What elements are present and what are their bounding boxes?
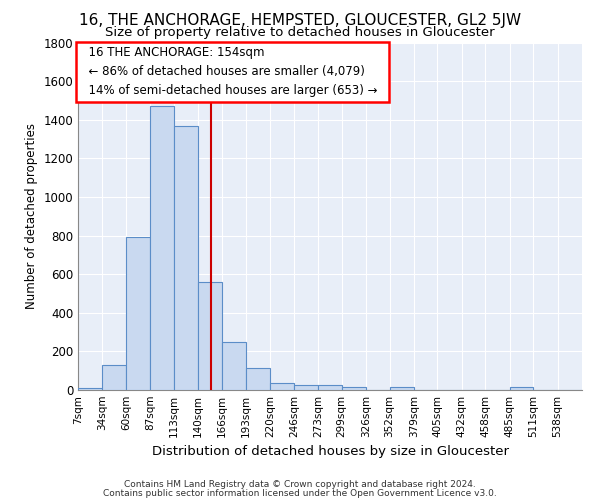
Y-axis label: Number of detached properties: Number of detached properties	[25, 123, 38, 309]
Bar	[246, 368, 271, 390]
Bar	[103, 365, 126, 390]
Bar	[221, 342, 246, 390]
Bar	[318, 384, 342, 390]
Bar	[271, 383, 294, 390]
Bar	[389, 386, 414, 390]
Bar	[126, 236, 150, 390]
Bar	[510, 386, 533, 390]
X-axis label: Distribution of detached houses by size in Gloucester: Distribution of detached houses by size …	[151, 446, 509, 458]
Bar	[294, 384, 318, 390]
Bar	[198, 282, 221, 390]
Bar	[342, 387, 366, 390]
Text: Contains HM Land Registry data © Crown copyright and database right 2024.: Contains HM Land Registry data © Crown c…	[124, 480, 476, 489]
Bar	[150, 106, 174, 390]
Text: Contains public sector information licensed under the Open Government Licence v3: Contains public sector information licen…	[103, 488, 497, 498]
Text: Size of property relative to detached houses in Gloucester: Size of property relative to detached ho…	[105, 26, 495, 39]
Text: 16, THE ANCHORAGE, HEMPSTED, GLOUCESTER, GL2 5JW: 16, THE ANCHORAGE, HEMPSTED, GLOUCESTER,…	[79, 12, 521, 28]
Bar	[78, 388, 103, 390]
Bar	[174, 126, 198, 390]
Text: 16 THE ANCHORAGE: 154sqm  
  ← 86% of detached houses are smaller (4,079)  
  14: 16 THE ANCHORAGE: 154sqm ← 86% of detach…	[81, 46, 385, 98]
